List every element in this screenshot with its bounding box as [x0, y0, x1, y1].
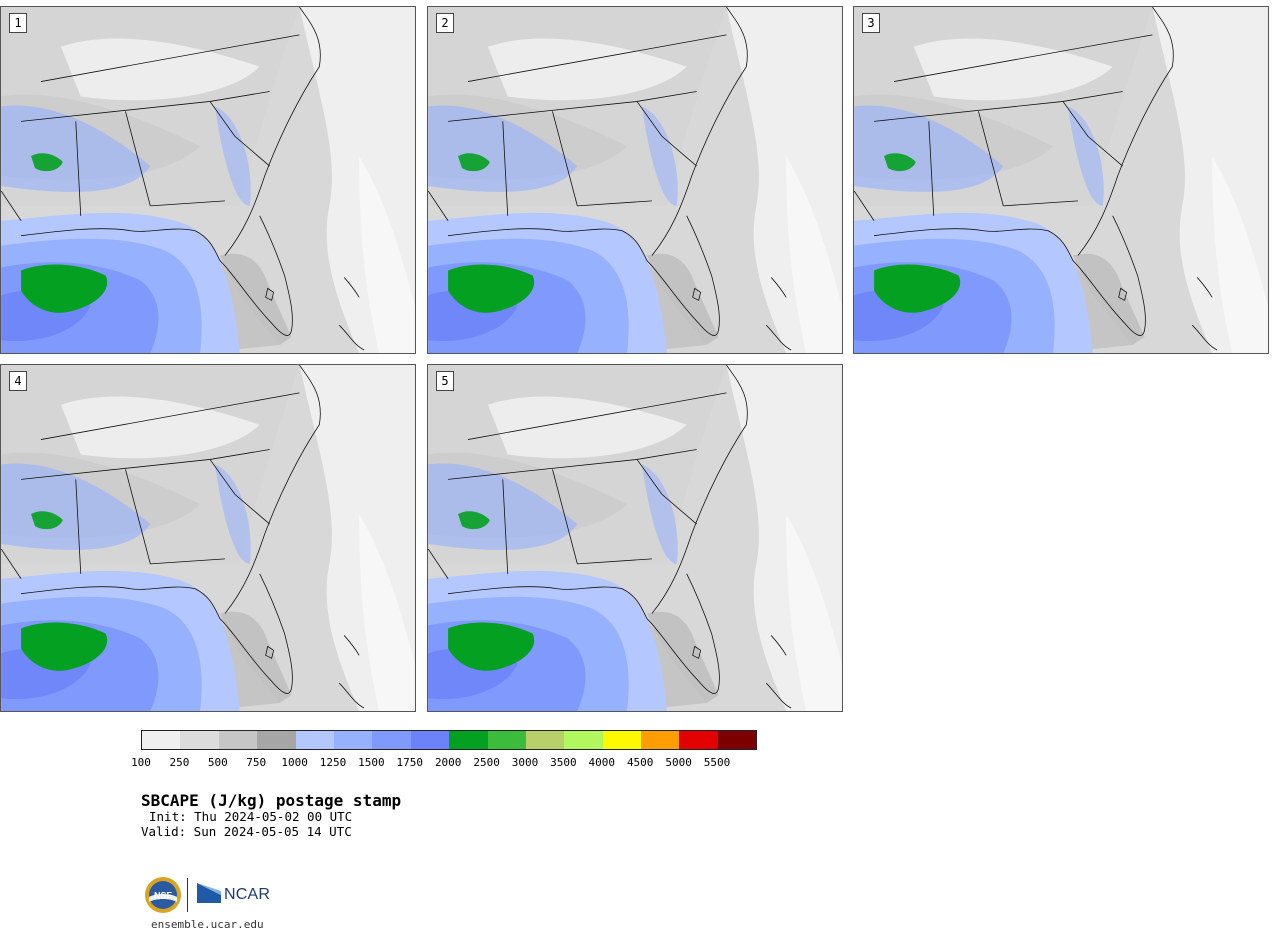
colorbar-swatch	[333, 731, 373, 749]
colorbar-tick-label: 750	[246, 756, 267, 769]
colorbar-swatch	[257, 731, 296, 749]
map-canvas	[854, 7, 1268, 353]
colorbar-tick-label: 4500	[626, 756, 654, 769]
colorbar-swatch	[602, 731, 642, 749]
colorbar-tick-label: 5000	[665, 756, 692, 769]
colorbar-swatch	[679, 731, 718, 749]
logo-divider	[187, 878, 188, 912]
product-title: SBCAPE (J/kg) postage stamp	[141, 791, 402, 810]
panel-number-label: 5	[436, 371, 454, 391]
colorbar-labels: 100 250 500 750 1000 1250 1500 1750 2000 2500 3000…	[131, 756, 761, 770]
nsf-logo-icon: NSF	[145, 877, 181, 913]
map-canvas	[428, 365, 842, 711]
colorbar-swatch	[525, 731, 565, 749]
colorbar-tick-label: 2500	[473, 756, 500, 769]
colorbar-tick-label: 1750	[396, 756, 424, 769]
logo-area: NSF NCAR	[144, 876, 274, 916]
map-panel-4: 4	[0, 364, 416, 712]
map-canvas	[1, 7, 415, 353]
colorbar-swatch	[142, 731, 181, 749]
colorbar-swatch	[410, 731, 450, 749]
colorbar-tick-label: 1500	[358, 756, 385, 769]
map-panel-5: 5	[427, 364, 843, 712]
colorbar-tick-label: 3500	[550, 756, 577, 769]
colorbar-swatch	[564, 731, 603, 749]
ncar-label: NCAR	[224, 886, 271, 903]
colorbar-tick-label: 250	[169, 756, 190, 769]
colorbar-tick-label: 2000	[434, 756, 462, 769]
colorbar-swatch	[295, 731, 334, 749]
map-panel-1: 1	[0, 6, 416, 354]
colorbar-tick-label: 1000	[281, 756, 308, 769]
panel-number-label: 1	[9, 13, 27, 33]
colorbar-tick-label: 5500	[703, 756, 731, 769]
colorbar-swatch	[487, 731, 526, 749]
colorbar-tick-label: 500	[207, 756, 228, 769]
valid-time: Valid: Sun 2024-05-05 14 UTC	[141, 824, 352, 839]
map-canvas	[1, 365, 415, 711]
colorbar-tick-label: 100	[131, 756, 151, 769]
map-panel-3: 3	[853, 6, 1269, 354]
colorbar	[141, 730, 758, 750]
colorbar-swatch	[641, 731, 680, 749]
map-canvas	[428, 7, 842, 353]
colorbar-swatch	[449, 731, 488, 749]
colorbar-tick-label: 3000	[511, 756, 539, 769]
colorbar-swatch	[180, 731, 219, 749]
ncar-logo-icon	[197, 883, 221, 903]
panel-number-label: 4	[9, 371, 27, 391]
colorbar-swatch	[717, 731, 757, 749]
colorbar-swatch	[372, 731, 411, 749]
map-panel-2: 2	[427, 6, 843, 354]
panel-number-label: 2	[436, 13, 454, 33]
site-url: ensemble.ucar.edu	[151, 918, 264, 931]
panel-number-label: 3	[862, 13, 880, 33]
nsf-logo-text: NSF	[154, 891, 173, 901]
colorbar-swatch	[218, 731, 258, 749]
init-time: Init: Thu 2024-05-02 00 UTC	[149, 809, 353, 824]
colorbar-tick-label: 4000	[588, 756, 616, 769]
colorbar-tick-label: 1250	[319, 756, 347, 769]
